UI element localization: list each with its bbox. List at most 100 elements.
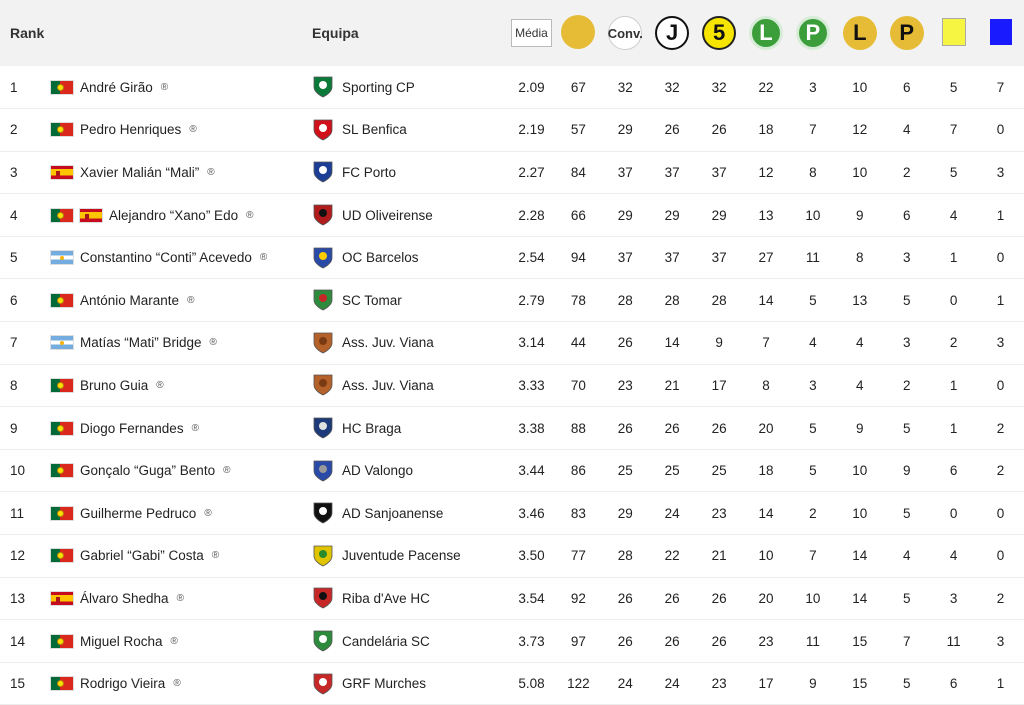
team-name-link[interactable]: Candelária SC [342, 633, 430, 649]
player-info: Bruno Guia ® [50, 377, 312, 393]
j-cell: 25 [664, 463, 680, 479]
blue-cell: 0 [996, 250, 1005, 266]
media-cell: 2.28 [518, 207, 545, 223]
p-green-cell: 7 [809, 122, 817, 138]
team-name-link[interactable]: UD Oliveirense [342, 207, 433, 223]
l-green-cell: 13 [758, 207, 774, 223]
five-cell: 32 [711, 79, 727, 95]
p-green-cell: 3 [809, 377, 817, 393]
flags [50, 676, 74, 692]
team-name-link[interactable]: AD Valongo [342, 463, 414, 479]
player-name-link[interactable]: Guilherme Pedruco [80, 505, 197, 521]
team-name-link[interactable]: AD Sanjoanense [342, 505, 444, 521]
player-info: Alejandro “Xano” Edo ® [50, 207, 312, 223]
conv-header[interactable]: Conv. [602, 0, 649, 66]
yellow-cell: 4 [949, 207, 958, 223]
team-name-link[interactable]: GRF Murches [342, 676, 427, 692]
p-green-header[interactable]: P [789, 0, 836, 66]
player-name-link[interactable]: Miguel Rocha [80, 633, 163, 649]
j-cell: 22 [664, 548, 680, 564]
media-cell: 3.33 [518, 377, 545, 393]
team-name-link[interactable]: Juventude Pacense [342, 548, 461, 564]
player-info: Pedro Henriques ® [50, 122, 312, 138]
media-header[interactable]: Média [508, 0, 555, 66]
p-gold-header[interactable]: P [883, 0, 930, 66]
player-name-link[interactable]: Diogo Fernandes [80, 420, 184, 436]
l-gold-cell: 12 [852, 122, 868, 138]
porto-crest-icon [312, 160, 334, 184]
l-green-header-label: L [748, 16, 783, 50]
flags [50, 335, 74, 351]
player-name-link[interactable]: Gonçalo “Guga” Bento [80, 463, 216, 479]
flags [50, 548, 74, 564]
l-gold-cell: 15 [852, 633, 868, 649]
rank-header[interactable]: Rank [10, 25, 45, 41]
player-cell: Gabriel “Gabi” Costa ® [50, 535, 312, 578]
team-name-link[interactable]: HC Braga [342, 420, 402, 436]
team-name-link[interactable]: Riba d'Ave HC [342, 590, 430, 606]
five-cell: 23 [711, 505, 727, 521]
player-info: Guilherme Pedruco ® [50, 505, 312, 521]
team-name-link[interactable]: FC Porto [342, 164, 397, 180]
barcelos-crest-icon [312, 246, 334, 270]
rank-cell: 1 [10, 79, 18, 95]
l-gold-cell: 9 [856, 207, 864, 223]
team-cell: SL Benfica [312, 109, 508, 152]
p-gold-cell: 2 [902, 377, 911, 393]
rank-cell: 15 [10, 676, 26, 692]
blue-card-header[interactable] [977, 0, 1024, 66]
team-header[interactable]: Equipa [312, 25, 359, 41]
l-gold-cell: 10 [852, 79, 868, 95]
blue-card-icon [989, 18, 1012, 45]
media-cell: 5.08 [518, 676, 545, 692]
team-info: Ass. Juv. Viana [312, 331, 508, 355]
gold-cell: 97 [570, 633, 586, 649]
player-name-link[interactable]: Rodrigo Vieira [80, 676, 166, 692]
p-gold-header-label: P [889, 16, 924, 50]
player-name-link[interactable]: Matías “Mati” Bridge [80, 335, 202, 351]
conv-cell: 29 [617, 505, 633, 521]
team-info: AD Sanjoanense [312, 501, 508, 525]
player-name-link[interactable]: António Marante [80, 292, 180, 308]
five-header[interactable]: 5 [696, 0, 743, 66]
flag-pt-icon [50, 463, 74, 479]
player-cell: Pedro Henriques ® [50, 109, 312, 152]
l-gold-header[interactable]: L [836, 0, 883, 66]
goals-header[interactable] [555, 0, 602, 66]
conv-cell: 26 [617, 335, 633, 351]
registered-mark: ® [173, 678, 181, 690]
j-cell: 28 [664, 292, 680, 308]
conv-cell: 29 [617, 207, 633, 223]
registered-mark: ® [246, 209, 254, 221]
registered-mark: ® [209, 337, 217, 349]
player-name-link[interactable]: Álvaro Shedha [80, 590, 169, 606]
p-green-cell: 4 [809, 335, 817, 351]
j-cell: 24 [664, 676, 680, 692]
team-name-link[interactable]: OC Barcelos [342, 250, 419, 266]
l-green-header[interactable]: L [743, 0, 790, 66]
five-cell: 9 [715, 335, 723, 351]
player-name-link[interactable]: Bruno Guia [80, 377, 149, 393]
l-gold-cell: 13 [852, 292, 868, 308]
player-name-link[interactable]: Constantino “Conti” Acevedo [80, 250, 252, 266]
team-name-link[interactable]: Ass. Juv. Viana [342, 377, 434, 393]
flag-ar-icon [50, 250, 74, 266]
player-name-link[interactable]: André Girão [80, 79, 153, 95]
yellow-cell: 6 [949, 676, 958, 692]
yellow-card-header[interactable] [930, 0, 977, 66]
player-name-link[interactable]: Pedro Henriques [80, 122, 182, 138]
j-header[interactable]: J [649, 0, 696, 66]
flags [50, 250, 74, 266]
team-name-link[interactable]: SL Benfica [342, 122, 407, 138]
player-name-link[interactable]: Alejandro “Xano” Edo [109, 207, 239, 223]
team-cell: UD Oliveirense [312, 194, 508, 237]
team-name-link[interactable]: SC Tomar [342, 292, 402, 308]
player-name-link[interactable]: Gabriel “Gabi” Costa [80, 548, 204, 564]
conv-cell: 28 [617, 548, 633, 564]
team-name-link[interactable]: Sporting CP [342, 79, 415, 95]
blue-cell: 3 [996, 633, 1005, 649]
p-green-cell: 5 [809, 463, 817, 479]
team-name-link[interactable]: Ass. Juv. Viana [342, 335, 434, 351]
player-name-link[interactable]: Xavier Malián “Mali” [80, 164, 200, 180]
p-green-header-label: P [795, 16, 830, 50]
